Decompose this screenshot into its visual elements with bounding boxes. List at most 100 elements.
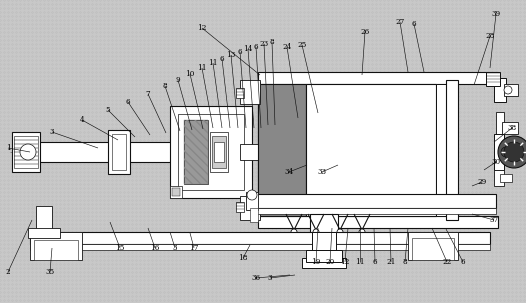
Bar	[312, 232, 336, 250]
Text: 2: 2	[6, 268, 11, 276]
Circle shape	[291, 229, 297, 235]
Text: 18: 18	[238, 254, 248, 262]
Text: 10: 10	[185, 70, 195, 78]
Text: 22: 22	[442, 258, 452, 266]
Text: 20: 20	[326, 258, 335, 266]
Text: 34: 34	[285, 168, 294, 176]
Bar	[108, 130, 130, 174]
Circle shape	[247, 190, 257, 200]
Text: 4: 4	[79, 116, 84, 124]
Bar	[310, 214, 338, 264]
Text: 28: 28	[485, 32, 494, 40]
Text: 16: 16	[150, 244, 160, 252]
Text: 6: 6	[220, 55, 224, 63]
Text: 15: 15	[115, 244, 125, 252]
Bar	[412, 238, 454, 260]
Bar	[250, 208, 258, 222]
Text: 27: 27	[396, 18, 404, 26]
Bar	[36, 142, 241, 162]
Circle shape	[20, 144, 36, 160]
Bar	[28, 228, 60, 238]
Circle shape	[501, 147, 511, 157]
Bar	[446, 80, 458, 220]
Bar	[258, 84, 306, 216]
Bar	[172, 188, 180, 196]
Bar	[252, 208, 496, 214]
Bar	[236, 88, 244, 98]
Text: 6: 6	[254, 43, 258, 51]
Bar	[240, 196, 260, 220]
Bar	[504, 84, 518, 96]
Text: 5: 5	[106, 106, 110, 114]
Text: 11: 11	[355, 258, 365, 266]
Text: 3: 3	[50, 128, 54, 136]
Text: 19: 19	[311, 258, 321, 266]
Bar	[436, 84, 446, 216]
Text: 24: 24	[282, 43, 291, 51]
Text: 39: 39	[491, 10, 501, 18]
Bar	[184, 120, 208, 184]
Bar	[258, 216, 498, 228]
Text: 6: 6	[373, 258, 377, 266]
Text: 6: 6	[126, 98, 130, 106]
Bar	[408, 232, 458, 260]
Circle shape	[498, 136, 526, 168]
Bar	[244, 82, 260, 102]
Text: 21: 21	[386, 258, 396, 266]
Text: 7: 7	[146, 90, 150, 98]
Bar	[244, 198, 260, 218]
Bar	[306, 250, 342, 262]
Text: 13: 13	[226, 51, 236, 59]
Text: 12: 12	[340, 258, 350, 266]
Bar	[302, 258, 346, 268]
Text: 37: 37	[489, 216, 499, 224]
Bar	[236, 202, 244, 212]
Text: 11: 11	[208, 59, 218, 67]
Text: 17: 17	[189, 244, 199, 252]
Bar	[30, 232, 82, 260]
Text: 6: 6	[238, 48, 242, 56]
Text: 8: 8	[403, 258, 407, 266]
Bar	[494, 170, 504, 186]
Text: 3: 3	[173, 244, 177, 252]
Text: 23: 23	[259, 40, 269, 48]
Circle shape	[337, 229, 343, 235]
Bar	[306, 84, 436, 216]
Text: 38: 38	[508, 124, 517, 132]
Bar	[496, 112, 504, 162]
Circle shape	[359, 229, 365, 235]
Bar	[36, 206, 52, 232]
Text: 33: 33	[318, 168, 327, 176]
Bar	[494, 78, 506, 102]
Text: 1: 1	[6, 144, 11, 152]
Text: 6: 6	[461, 258, 466, 266]
Bar	[500, 174, 512, 182]
Bar	[502, 140, 516, 152]
Bar	[170, 106, 252, 198]
Bar	[494, 134, 504, 170]
Circle shape	[313, 229, 319, 235]
Bar	[12, 132, 40, 172]
Bar	[258, 72, 498, 84]
Text: 30: 30	[491, 158, 501, 166]
Bar	[30, 244, 490, 250]
Text: 29: 29	[478, 178, 487, 186]
Bar	[212, 136, 226, 168]
Bar	[252, 194, 496, 208]
Text: 25: 25	[297, 41, 307, 49]
Text: 26: 26	[360, 28, 370, 36]
Bar	[258, 84, 306, 216]
Text: 3: 3	[268, 274, 272, 282]
Text: 36: 36	[251, 274, 260, 282]
Text: 35: 35	[45, 268, 55, 276]
Text: 6: 6	[412, 20, 416, 28]
Text: 8: 8	[270, 38, 275, 46]
Circle shape	[504, 142, 524, 162]
Bar	[240, 80, 260, 104]
Bar	[500, 146, 508, 158]
Text: 8: 8	[163, 82, 167, 90]
Text: 11: 11	[197, 64, 207, 72]
Bar	[240, 144, 262, 160]
Bar	[306, 84, 436, 216]
Bar	[246, 192, 258, 210]
